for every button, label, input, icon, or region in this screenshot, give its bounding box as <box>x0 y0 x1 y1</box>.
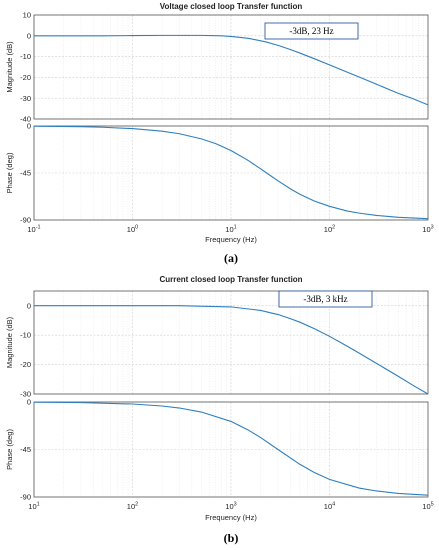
x-axis-label: Frequency (Hz) <box>205 513 257 522</box>
annotation-box <box>264 22 359 40</box>
y-tick-label: 0 <box>27 31 31 40</box>
y-tick-label: -20 <box>20 73 31 82</box>
magnitude-axes-frame <box>33 14 429 120</box>
y-tick-label: -30 <box>20 94 31 103</box>
x-tick-label: 105 <box>422 502 433 512</box>
phase-series-line <box>33 125 429 220</box>
magnitude-axes: 0 -10 -20 -30 Magnitude (dB) <box>5 290 429 399</box>
phase-axes-frame <box>33 125 429 221</box>
magnitude-plot-area <box>34 15 428 119</box>
annotation-box <box>278 290 373 308</box>
x-tick-label: 103 <box>422 225 433 235</box>
phase-axes-frame <box>33 401 429 498</box>
x-tick-label: 101 <box>28 502 39 512</box>
x-tick-label: 100 <box>127 225 138 235</box>
magnitude-axes: 10 0 -10 -20 -30 -40 Magnitude (dB) <box>5 11 429 124</box>
y-tick-label: -10 <box>20 52 31 61</box>
y-axis-label: Magnitude (dB) <box>5 316 14 368</box>
y-axis-label: Phase (deg) <box>5 152 14 193</box>
y-tick-label: 0 <box>27 398 31 407</box>
phase-axes: 0 -45 -90 Phase (deg) <box>5 122 429 225</box>
phase-axes: 0 -45 -90 Phase (deg) <box>5 398 429 502</box>
magnitude-series-line <box>34 34 429 106</box>
y-tick-label: 10 <box>23 11 31 20</box>
chart-title: Voltage closed loop Transfer function <box>160 2 303 11</box>
x-tick-label: 104 <box>324 502 335 512</box>
y-tick-label: -90 <box>20 216 31 225</box>
subfigure-label: (a) <box>224 251 238 265</box>
x-tick-label: 102 <box>324 225 335 235</box>
y-axis-label: Phase (deg) <box>5 429 14 470</box>
phase-series-line <box>33 401 429 496</box>
annotation-text: -3dB, 3 kHz <box>303 294 347 304</box>
x-tick-label: 102 <box>127 502 138 512</box>
x-tick-label: 101 <box>225 225 236 235</box>
y-tick-label: -20 <box>20 360 31 369</box>
y-tick-label: -30 <box>20 390 31 399</box>
x-tick-label: 103 <box>225 502 236 512</box>
y-tick-label: -40 <box>20 115 31 124</box>
chart-title: Current closed loop Transfer function <box>159 275 302 284</box>
y-tick-label: 0 <box>27 122 31 131</box>
subfigure-label: (b) <box>224 531 239 545</box>
x-axis-label: Frequency (Hz) <box>205 235 257 244</box>
y-tick-label: -45 <box>20 169 31 178</box>
current-bode-panel: Current closed loop Transfer function 0 -1… <box>5 275 434 545</box>
annotation-text: -3dB, 23 Hz <box>289 26 333 36</box>
magnitude-axes-frame <box>33 290 429 395</box>
magnitude-series-line <box>34 305 429 395</box>
y-tick-label: -45 <box>20 445 31 454</box>
voltage-bode-panel: Voltage closed loop Transfer function100… <box>5 2 434 265</box>
y-tick-label: 0 <box>27 301 31 310</box>
y-axis-label: Magnitude (dB) <box>5 41 14 93</box>
y-tick-label: -90 <box>20 493 31 502</box>
x-tick-label: 10-1 <box>27 225 40 235</box>
y-tick-label: -10 <box>20 331 31 340</box>
